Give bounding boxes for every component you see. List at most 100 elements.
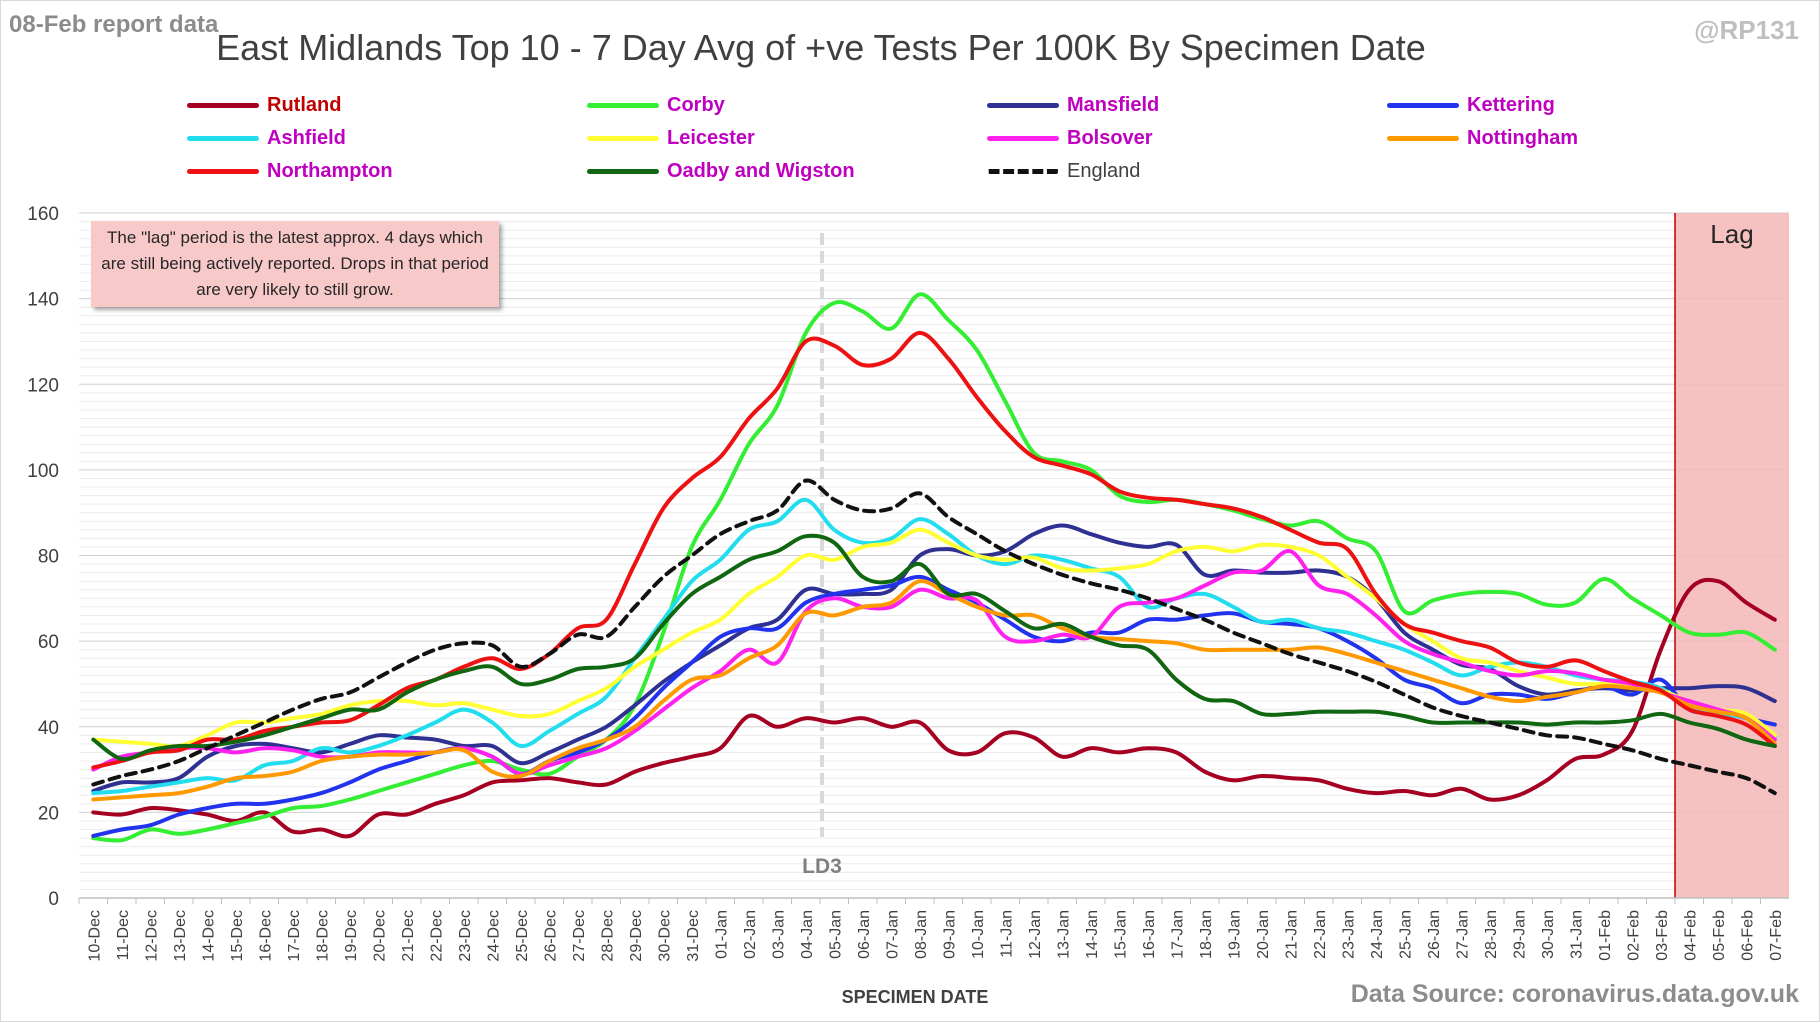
x-tick-label: 13-Jan — [1055, 910, 1072, 959]
legend-item-rutland: Rutland — [187, 91, 341, 119]
legend-swatch — [187, 135, 259, 141]
x-tick-label: 02-Jan — [742, 910, 759, 959]
x-tick-label: 26-Jan — [1426, 910, 1443, 959]
legend-swatch — [1387, 135, 1459, 141]
legend-swatch — [987, 135, 1059, 141]
y-tick-label: 140 — [27, 290, 59, 311]
x-tick-label: 17-Jan — [1169, 910, 1186, 959]
x-tick-label: 01-Feb — [1597, 910, 1614, 961]
legend-label: Nottingham — [1467, 126, 1579, 149]
x-tick-label: 22-Jan — [1312, 910, 1329, 959]
x-tick-label: 29-Dec — [628, 910, 645, 962]
x-tick-label: 24-Dec — [485, 910, 502, 962]
series-line-england — [91, 478, 1777, 796]
x-tick-label: 10-Dec — [86, 910, 103, 962]
series-line-oadby-and-wigston — [91, 533, 1777, 762]
legend-item-nottingham: Nottingham — [1387, 124, 1578, 152]
x-tick-label: 31-Jan — [1568, 910, 1585, 959]
x-tick-label: 25-Dec — [514, 910, 531, 962]
legend-label: Corby — [667, 93, 725, 116]
legend-item-northampton: Northampton — [187, 157, 393, 185]
x-tick-label: 19-Dec — [343, 910, 360, 962]
legend-swatch — [587, 135, 659, 141]
legend-item-ashfield: Ashfield — [187, 124, 346, 152]
legend-item-leicester: Leicester — [587, 124, 755, 152]
series-line-rutland — [91, 577, 1777, 839]
x-tick-label: 18-Dec — [314, 910, 331, 962]
legend-label: Oadby and Wigston — [667, 159, 855, 182]
x-tick-label: 06-Jan — [856, 910, 873, 959]
x-tick-label: 15-Jan — [1112, 910, 1129, 959]
x-tick-label: 20-Dec — [371, 910, 388, 962]
report-date-label: 08-Feb report data — [9, 11, 219, 38]
legend-label: Northampton — [267, 159, 393, 182]
series-line-ashfield — [91, 497, 1777, 796]
legend-item-kettering: Kettering — [1387, 91, 1555, 119]
x-tick-label: 24-Jan — [1369, 910, 1386, 959]
x-tick-label: 12-Jan — [1027, 910, 1044, 959]
x-tick-label: 08-Jan — [913, 910, 930, 959]
annotation-layer: LD3 Lag — [802, 213, 1789, 898]
x-tick-label: 27-Dec — [571, 910, 588, 962]
x-tick-label: 15-Dec — [229, 910, 246, 962]
x-tick-label: 23-Jan — [1340, 910, 1357, 959]
x-tick-label: 27-Jan — [1454, 910, 1471, 959]
x-tick-label: 10-Jan — [970, 910, 987, 959]
x-tick-label: 17-Dec — [286, 910, 303, 962]
x-tick-label: 22-Dec — [428, 910, 445, 962]
x-tick-label: 01-Jan — [713, 910, 730, 959]
x-tick-label: 18-Jan — [1198, 910, 1215, 959]
x-tick-label: 30-Jan — [1540, 910, 1557, 959]
series-line-corby — [91, 292, 1777, 843]
legend-swatch — [587, 102, 659, 108]
legend-item-oadby-and-wigston: Oadby and Wigston — [587, 157, 855, 185]
x-tick-label: 03-Feb — [1654, 910, 1671, 961]
legend-swatch — [187, 102, 259, 108]
legend-swatch — [987, 168, 1059, 174]
y-tick-label: 60 — [38, 632, 59, 653]
x-tick-label: 19-Jan — [1226, 910, 1243, 959]
legend-swatch — [587, 168, 659, 174]
y-tick-label: 120 — [27, 375, 59, 396]
y-tick-label: 100 — [27, 461, 59, 482]
legend-item-bolsover: Bolsover — [987, 124, 1153, 152]
x-tick-label: 04-Jan — [799, 910, 816, 959]
x-tick-label: 11-Dec — [115, 910, 132, 960]
x-tick-label: 25-Jan — [1397, 910, 1414, 959]
series-line-kettering — [91, 574, 1777, 838]
x-tick-label: 20-Jan — [1255, 910, 1272, 959]
x-tick-label: 07-Feb — [1768, 910, 1785, 961]
series-line-nottingham — [91, 579, 1777, 802]
y-tick-label: 160 — [27, 204, 59, 225]
x-tick-label: 14-Jan — [1084, 910, 1101, 959]
legend-label: Rutland — [267, 93, 342, 116]
series-layer — [91, 292, 1777, 843]
series-line-bolsover — [91, 549, 1777, 776]
y-tick-label: 40 — [38, 718, 59, 739]
legend-label: Bolsover — [1067, 126, 1153, 149]
legend-swatch — [1387, 102, 1459, 108]
x-tick-label: 30-Dec — [656, 910, 673, 962]
x-tick-label: 16-Jan — [1141, 910, 1158, 959]
x-tick-label: 16-Dec — [257, 910, 274, 962]
legend-label: Leicester — [667, 126, 755, 149]
lag-region — [1675, 213, 1789, 898]
legend-item-england: England — [987, 157, 1140, 185]
x-tick-label: 05-Jan — [827, 910, 844, 959]
lag-note: The "lag" period is the latest approx. 4… — [91, 221, 499, 307]
ld3-label: LD3 — [802, 855, 842, 878]
x-tick-label: 05-Feb — [1711, 910, 1728, 961]
x-tick-label: 13-Dec — [172, 910, 189, 962]
lag-label: Lag — [1710, 219, 1753, 249]
x-axis-title: SPECIMEN DATE — [842, 987, 989, 1007]
legend-swatch — [987, 102, 1059, 108]
series-line-northampton — [91, 330, 1777, 770]
chart-title: East Midlands Top 10 - 7 Day Avg of +ve … — [216, 27, 1426, 68]
x-tick-label: 06-Feb — [1739, 910, 1756, 961]
legend-label: England — [1067, 159, 1141, 182]
axis-layer: 0 20 40 60 80 100 120 140 160 10-Dec 11-Dec 12-Dec 1… — [27, 204, 1789, 962]
x-tick-label: 14-Dec — [200, 910, 217, 962]
x-tick-label: 28-Dec — [599, 910, 616, 962]
x-tick-label: 02-Feb — [1625, 910, 1642, 961]
